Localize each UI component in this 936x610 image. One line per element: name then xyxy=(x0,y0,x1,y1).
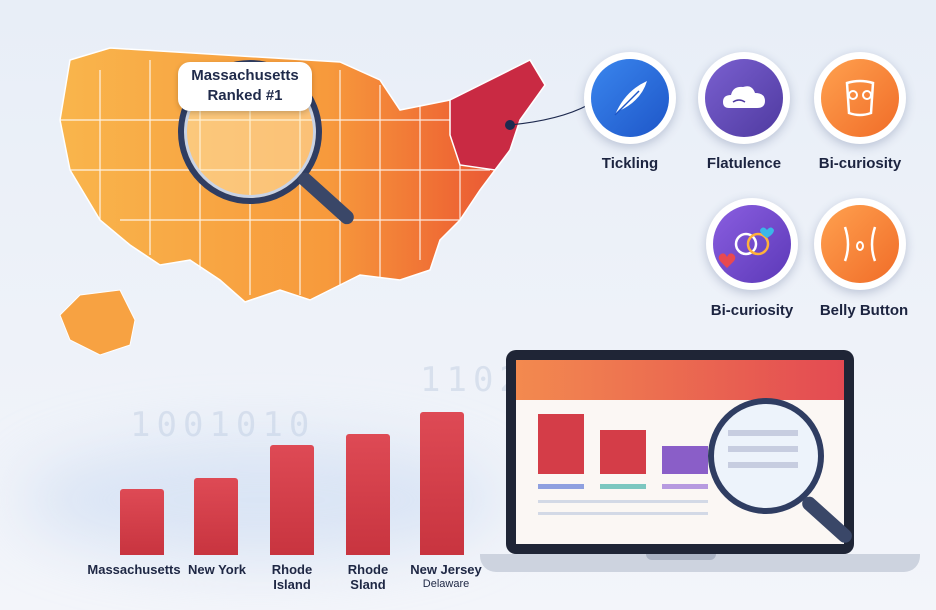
bar-label-text: Rhode xyxy=(271,562,313,577)
belly-button-label: Belly Button xyxy=(819,302,909,319)
bar-label-massachusetts: Massachusetts xyxy=(84,562,184,577)
bar-rhode-island xyxy=(270,445,314,555)
flatulence-label: Flatulence xyxy=(706,155,782,172)
bar-label-line2: Island xyxy=(273,577,311,592)
dashboard-header xyxy=(516,360,844,400)
connector-line xyxy=(509,104,589,126)
bi-curiosity-label: Bi-curiosity xyxy=(818,155,902,172)
bar-label-text: Rhode xyxy=(347,562,389,577)
laptop-hinge xyxy=(646,554,716,560)
background-decoration: 1001010 xyxy=(130,405,316,445)
bar-rhode-sland xyxy=(346,434,390,555)
northeast-region xyxy=(449,59,546,171)
bar-label-text: Massachusetts xyxy=(87,562,181,577)
magnifier-label: Massachusetts Ranked #1 xyxy=(178,62,312,111)
hearts-icon xyxy=(734,227,774,256)
magnified-line xyxy=(728,446,798,452)
us-map xyxy=(59,47,589,356)
magnifier-line1: Massachusetts xyxy=(191,67,299,84)
tickling-label: Tickling xyxy=(601,155,659,172)
tickling-icon-circle xyxy=(584,52,676,144)
dashboard-line xyxy=(600,484,646,489)
magnifier-line2: Ranked #1 xyxy=(207,87,283,104)
laptop-magnifier-lens xyxy=(708,398,824,514)
flatulence-icon-circle xyxy=(698,52,790,144)
bar-massachusetts xyxy=(120,489,164,555)
bar-label-text: New Jersey xyxy=(410,562,482,577)
cloud-icon xyxy=(723,86,765,108)
belly-button-icon-circle xyxy=(814,198,906,290)
bi-curiosity-icon-circle xyxy=(814,52,906,144)
dashboard-line xyxy=(538,500,708,503)
feather-icon xyxy=(614,81,647,116)
dashboard-line xyxy=(538,512,708,515)
dashboard-line xyxy=(662,484,708,489)
torso-icon xyxy=(845,79,875,117)
bar-new-jersey xyxy=(420,412,464,555)
bar-label-new-york: New York xyxy=(182,562,252,577)
magnified-line xyxy=(728,462,798,468)
bar-new-york xyxy=(194,478,238,555)
dashboard-bar-2 xyxy=(600,430,646,474)
bi-curiosity-label-2: Bi-curiosity xyxy=(710,302,794,319)
bar-label-note: Delaware xyxy=(422,578,470,590)
belly-icon xyxy=(843,226,877,262)
bar-label-rhode-island: Rhode Island xyxy=(262,562,322,592)
bar-label-new-jersey: New Jersey Delaware xyxy=(404,562,488,592)
bar-label-text: New York xyxy=(187,562,247,577)
dashboard-line xyxy=(538,484,584,489)
laptop-display xyxy=(516,360,844,544)
magnified-line xyxy=(728,430,798,436)
bar-label-rhode-sland: Rhode Sland xyxy=(338,562,398,592)
bar-label-line2: Sland xyxy=(350,577,386,592)
bi-curiosity-hearts-icon-circle xyxy=(706,198,798,290)
heart-icon xyxy=(718,253,736,268)
alaska xyxy=(59,289,136,356)
dashboard-bar-3 xyxy=(662,446,708,474)
laptop-base xyxy=(480,554,920,572)
dashboard-bar-1 xyxy=(538,414,584,474)
